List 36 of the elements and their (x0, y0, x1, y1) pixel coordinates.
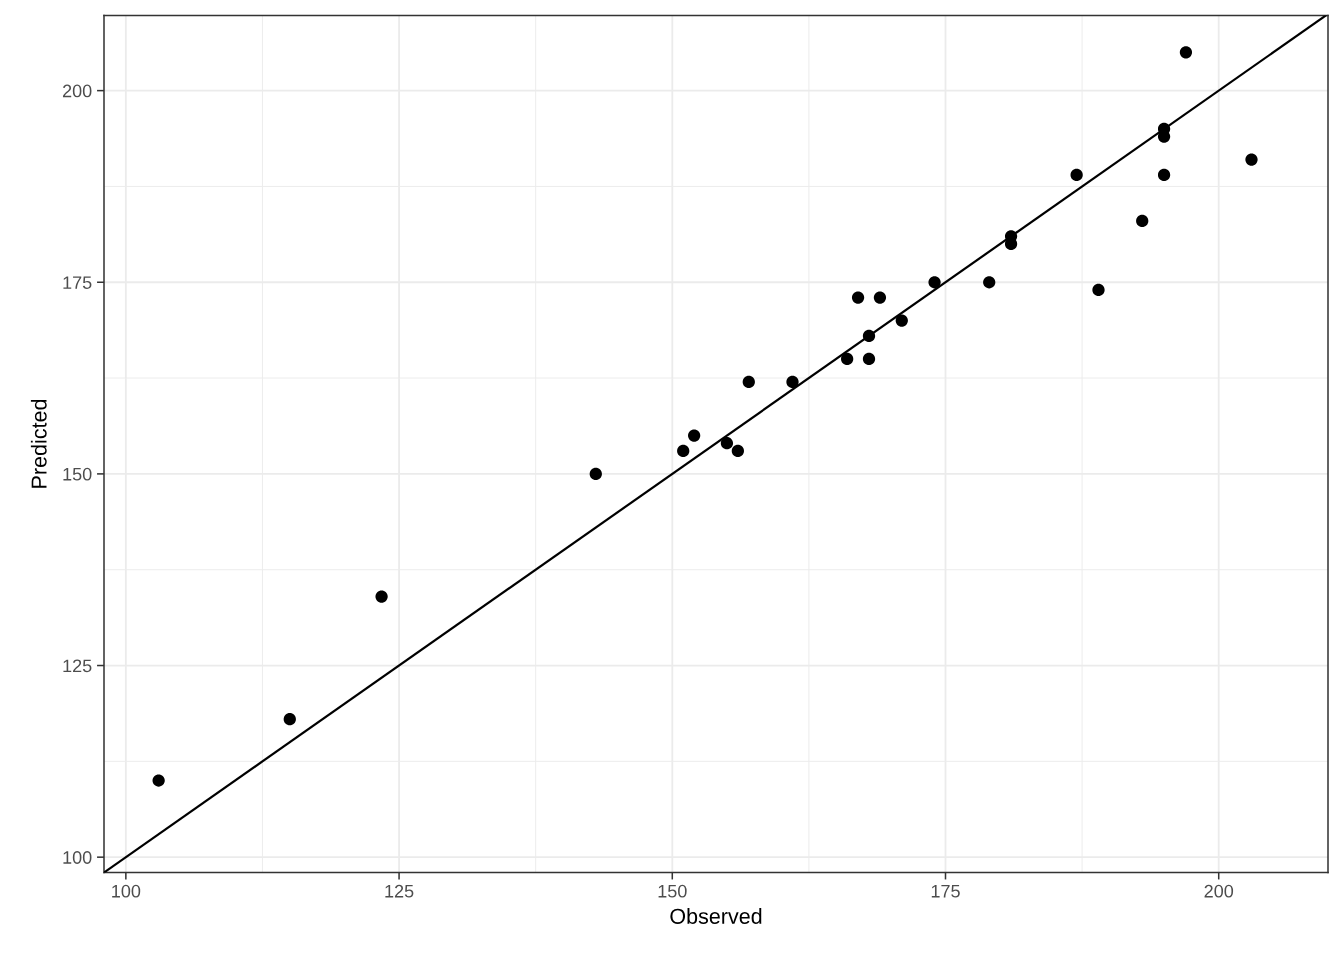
x-tick-label: 125 (385, 884, 414, 898)
point (1179, 46, 1193, 59)
point (283, 713, 296, 726)
point (589, 467, 602, 481)
point (1136, 214, 1149, 228)
point (1157, 130, 1171, 143)
point (928, 276, 941, 289)
point (677, 444, 690, 458)
point (375, 590, 388, 603)
x-axis-title: Observed (670, 908, 762, 924)
point (731, 444, 744, 458)
point (862, 352, 876, 366)
point (983, 276, 996, 289)
point (742, 375, 755, 389)
point (786, 375, 799, 389)
y-tick-label: 100 (63, 851, 92, 864)
y-tick-label: 175 (63, 276, 92, 289)
point (1092, 283, 1105, 297)
point (1157, 168, 1171, 182)
point (1245, 153, 1258, 166)
point (851, 291, 865, 304)
y-tick-label: 150 (63, 467, 92, 481)
point (152, 774, 165, 787)
point (1070, 168, 1083, 182)
y-axis-title: Predicted (30, 399, 47, 488)
point (688, 429, 701, 442)
x-tick-label: 100 (112, 884, 141, 898)
point (873, 291, 887, 304)
point (841, 352, 854, 366)
point (895, 314, 908, 327)
x-tick-label: 175 (931, 884, 960, 898)
y-tick-label: 125 (63, 659, 92, 673)
x-tick-label: 200 (1204, 884, 1234, 898)
point (720, 437, 734, 450)
y-tick-label: 200 (62, 84, 92, 98)
x-tick-label: 150 (658, 884, 687, 898)
